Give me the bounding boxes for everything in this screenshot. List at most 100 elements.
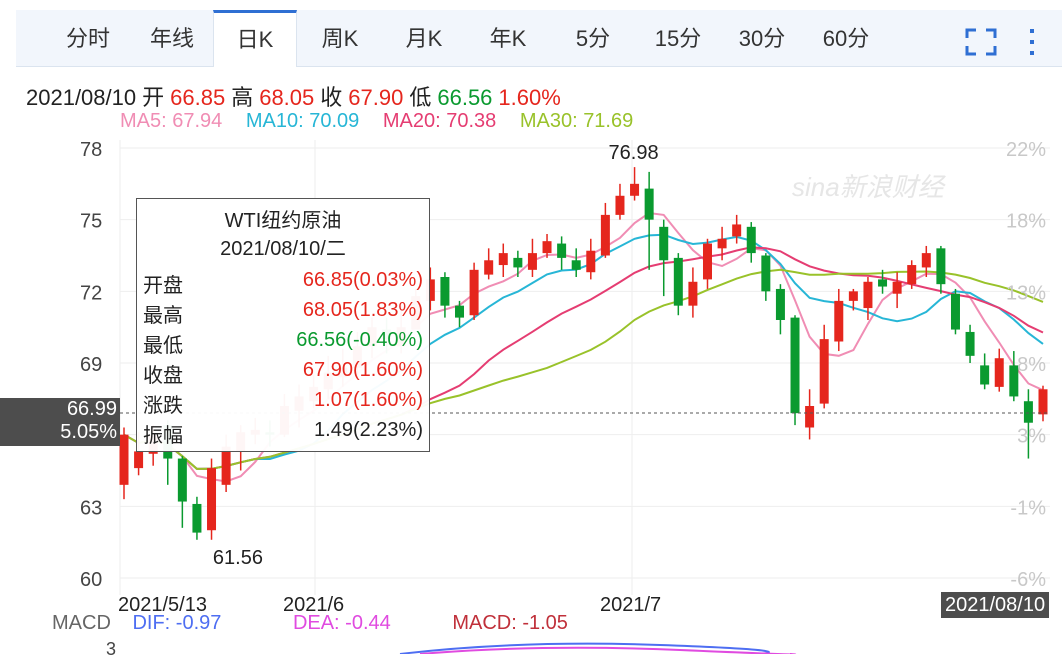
candle-down [455, 305, 465, 318]
macd-dea: DEA: -0.44 [292, 612, 391, 634]
y-tick-label: 75 [80, 211, 102, 233]
right-pct-label: -6% [1010, 569, 1046, 591]
tooltip-label: 振幅 [143, 425, 183, 447]
tooltip-row-close: 收盘 67.90(1.60%) [143, 359, 423, 389]
candle-up [527, 253, 537, 270]
x-tick-label: 2021/7 [600, 594, 661, 616]
tab-30min[interactable]: 30分 [738, 26, 786, 51]
candle-up [907, 265, 917, 285]
min-price-label: 61.56 [213, 547, 263, 569]
y-tick-label: 72 [80, 282, 102, 304]
candle-up [834, 300, 844, 342]
tab-15min[interactable]: 15分 [654, 26, 702, 51]
y-tick-label: 78 [80, 139, 102, 161]
candle-down [878, 279, 888, 287]
candle-up [425, 279, 435, 301]
candle-up [848, 291, 858, 301]
candle-down [571, 260, 581, 270]
max-price-label: 76.98 [609, 142, 659, 164]
tooltip-value: 1.07(1.60%) [314, 389, 423, 411]
ma10-line [123, 233, 1044, 470]
tab-intraday[interactable]: 分时 [65, 26, 110, 51]
open-value: 66.85 [170, 85, 226, 110]
info-date: 2021/08/10 [26, 85, 137, 110]
macd-value: MACD: -1.05 [452, 612, 568, 634]
ma20-legend: MA20: 70.38 [382, 110, 497, 132]
x-tick-label: 2021/6 [283, 594, 344, 616]
candle-up [586, 250, 596, 273]
candle-down [775, 288, 785, 320]
candle-up [221, 446, 231, 485]
tooltip-row-amplitude: 振幅 1.49(2.23%) [143, 419, 423, 449]
crosshair-price-badge: 66.99 5.05% [0, 398, 120, 446]
candle-up [630, 183, 640, 196]
x-tick-label: 2021/5/13 [118, 594, 207, 616]
candle-down [950, 293, 960, 330]
ma5-legend: MA5: 67.94 [120, 110, 223, 132]
close-value: 67.90 [348, 85, 404, 110]
tab-yearly-k[interactable]: 年K [489, 26, 527, 51]
crosshair-date-badge: 2021/08/10 [941, 592, 1050, 618]
candle-up [819, 339, 829, 404]
candle-down [761, 255, 771, 292]
candle-down [659, 226, 669, 261]
candle-up [615, 195, 625, 215]
right-pct-label: 8% [1017, 354, 1046, 376]
candle-up [134, 451, 144, 469]
tooltip-value: 68.05(1.83%) [302, 299, 423, 321]
tab-daily-k[interactable]: 日K [213, 10, 297, 67]
candle-up [498, 253, 508, 266]
tooltip-label: 收盘 [143, 365, 183, 387]
candle-up [484, 260, 494, 275]
tooltip-value: 67.90(1.60%) [302, 359, 423, 381]
candle-down [980, 365, 990, 385]
change-pct: 1.60% [498, 85, 561, 110]
tooltip-row-high: 最高 68.05(1.83%) [143, 299, 423, 329]
tab-yearline[interactable]: 年线 [149, 26, 194, 51]
tooltip-row-open: 开盘 66.85(0.03%) [143, 269, 423, 299]
candle-down [1009, 365, 1019, 397]
candle-up [805, 406, 815, 428]
tooltip-value: 66.56(-0.40%) [296, 329, 423, 351]
candle-down [440, 277, 450, 306]
tab-60min[interactable]: 60分 [822, 26, 870, 51]
tab-monthly-k[interactable]: 月K [405, 26, 443, 51]
candle-up [702, 243, 712, 280]
watermark: sina新浪财经 [792, 172, 947, 202]
y-tick-label: 63 [80, 497, 102, 519]
right-pct-label: 3% [1017, 426, 1046, 448]
more-vertical-icon[interactable] [1026, 28, 1038, 56]
tooltip-date: 2021/08/10/二 [220, 238, 346, 260]
candle-up [921, 253, 931, 268]
candle-up [688, 281, 698, 306]
candle-up [717, 238, 727, 249]
open-label: 开 [142, 85, 165, 110]
tooltip-label: 涨跌 [143, 395, 183, 417]
high-label: 高 [231, 85, 254, 110]
ma30-line [123, 268, 1044, 470]
macd-dif: DIF: -0.97 [132, 612, 222, 634]
ma-legend: MA5: 67.94 MA10: 70.09 MA20: 70.38 MA30:… [120, 110, 651, 133]
candle-tooltip: WTI纽约原油 2021/08/10/二 开盘 66.85(0.03%) 最高 68… [136, 198, 430, 452]
high-value: 68.05 [259, 85, 315, 110]
y-tick-label: 69 [80, 354, 102, 376]
candle-up [600, 214, 610, 256]
candle-down [965, 331, 975, 356]
crosshair-pct: 5.05% [60, 421, 117, 443]
fullscreen-icon[interactable] [965, 28, 997, 56]
candle-down [746, 226, 756, 254]
tab-weekly-k[interactable]: 周K [321, 26, 359, 51]
tooltip-row-low: 最低 66.56(-0.40%) [143, 329, 423, 359]
low-value: 66.56 [437, 85, 493, 110]
low-label: 低 [409, 85, 432, 110]
candle-down [192, 503, 202, 533]
tab-5min[interactable]: 5分 [575, 26, 611, 51]
candle-down [644, 188, 654, 220]
right-pct-label: -1% [1010, 497, 1046, 519]
candle-down [936, 248, 946, 285]
candles [119, 167, 1048, 540]
macd-axis-label: 3 [106, 639, 117, 659]
candle-up [892, 281, 902, 294]
candle-down [1023, 401, 1033, 423]
